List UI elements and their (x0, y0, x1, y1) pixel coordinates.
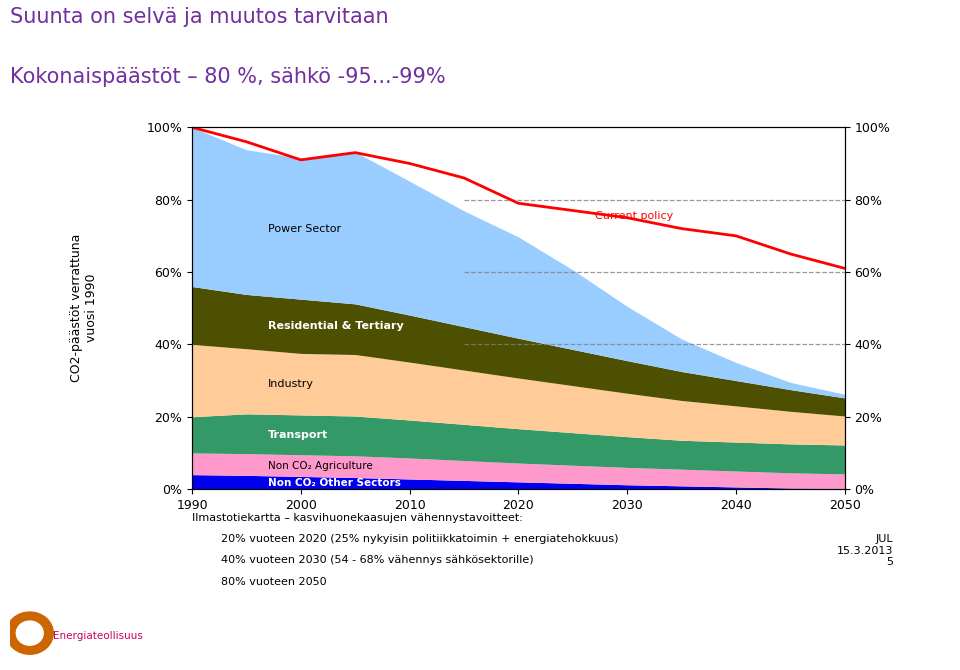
Text: Ilmastotiekartta – kasvihuonekaasujen vähennystavoitteet:: Ilmastotiekartta – kasvihuonekaasujen vä… (192, 513, 523, 523)
Text: Industry: Industry (268, 379, 314, 389)
Text: 20% vuoteen 2020 (25% nykyisin politiikkatoimin + energiatehokkuus): 20% vuoteen 2020 (25% nykyisin politiikk… (221, 534, 618, 544)
Text: Energiateollisuus: Energiateollisuus (54, 631, 143, 641)
Text: Transport: Transport (268, 430, 328, 440)
Text: Non CO₂ Agriculture: Non CO₂ Agriculture (268, 460, 372, 470)
Text: Residential & Tertiary: Residential & Tertiary (268, 322, 404, 331)
Text: Suunta on selvä ja muutos tarvitaan: Suunta on selvä ja muutos tarvitaan (10, 7, 388, 27)
Text: Current policy: Current policy (594, 211, 673, 221)
Text: 80% vuoteen 2050: 80% vuoteen 2050 (221, 577, 326, 587)
Y-axis label: CO2-päästöt verrattuna
vuosi 1990: CO2-päästöt verrattuna vuosi 1990 (70, 234, 98, 383)
Text: Non CO₂ Other Sectors: Non CO₂ Other Sectors (268, 478, 401, 488)
Circle shape (6, 612, 54, 654)
Text: Power Sector: Power Sector (268, 224, 342, 234)
Text: Kokonaispäästöt – 80 %, sähkö -95...-99%: Kokonaispäästöt – 80 %, sähkö -95...-99% (10, 67, 445, 87)
Text: 40% vuoteen 2030 (54 - 68% vähennys sähkösektorille): 40% vuoteen 2030 (54 - 68% vähennys sähk… (221, 555, 534, 565)
Circle shape (16, 621, 43, 645)
Text: JUL
15.3.2013
5: JUL 15.3.2013 5 (836, 534, 893, 567)
